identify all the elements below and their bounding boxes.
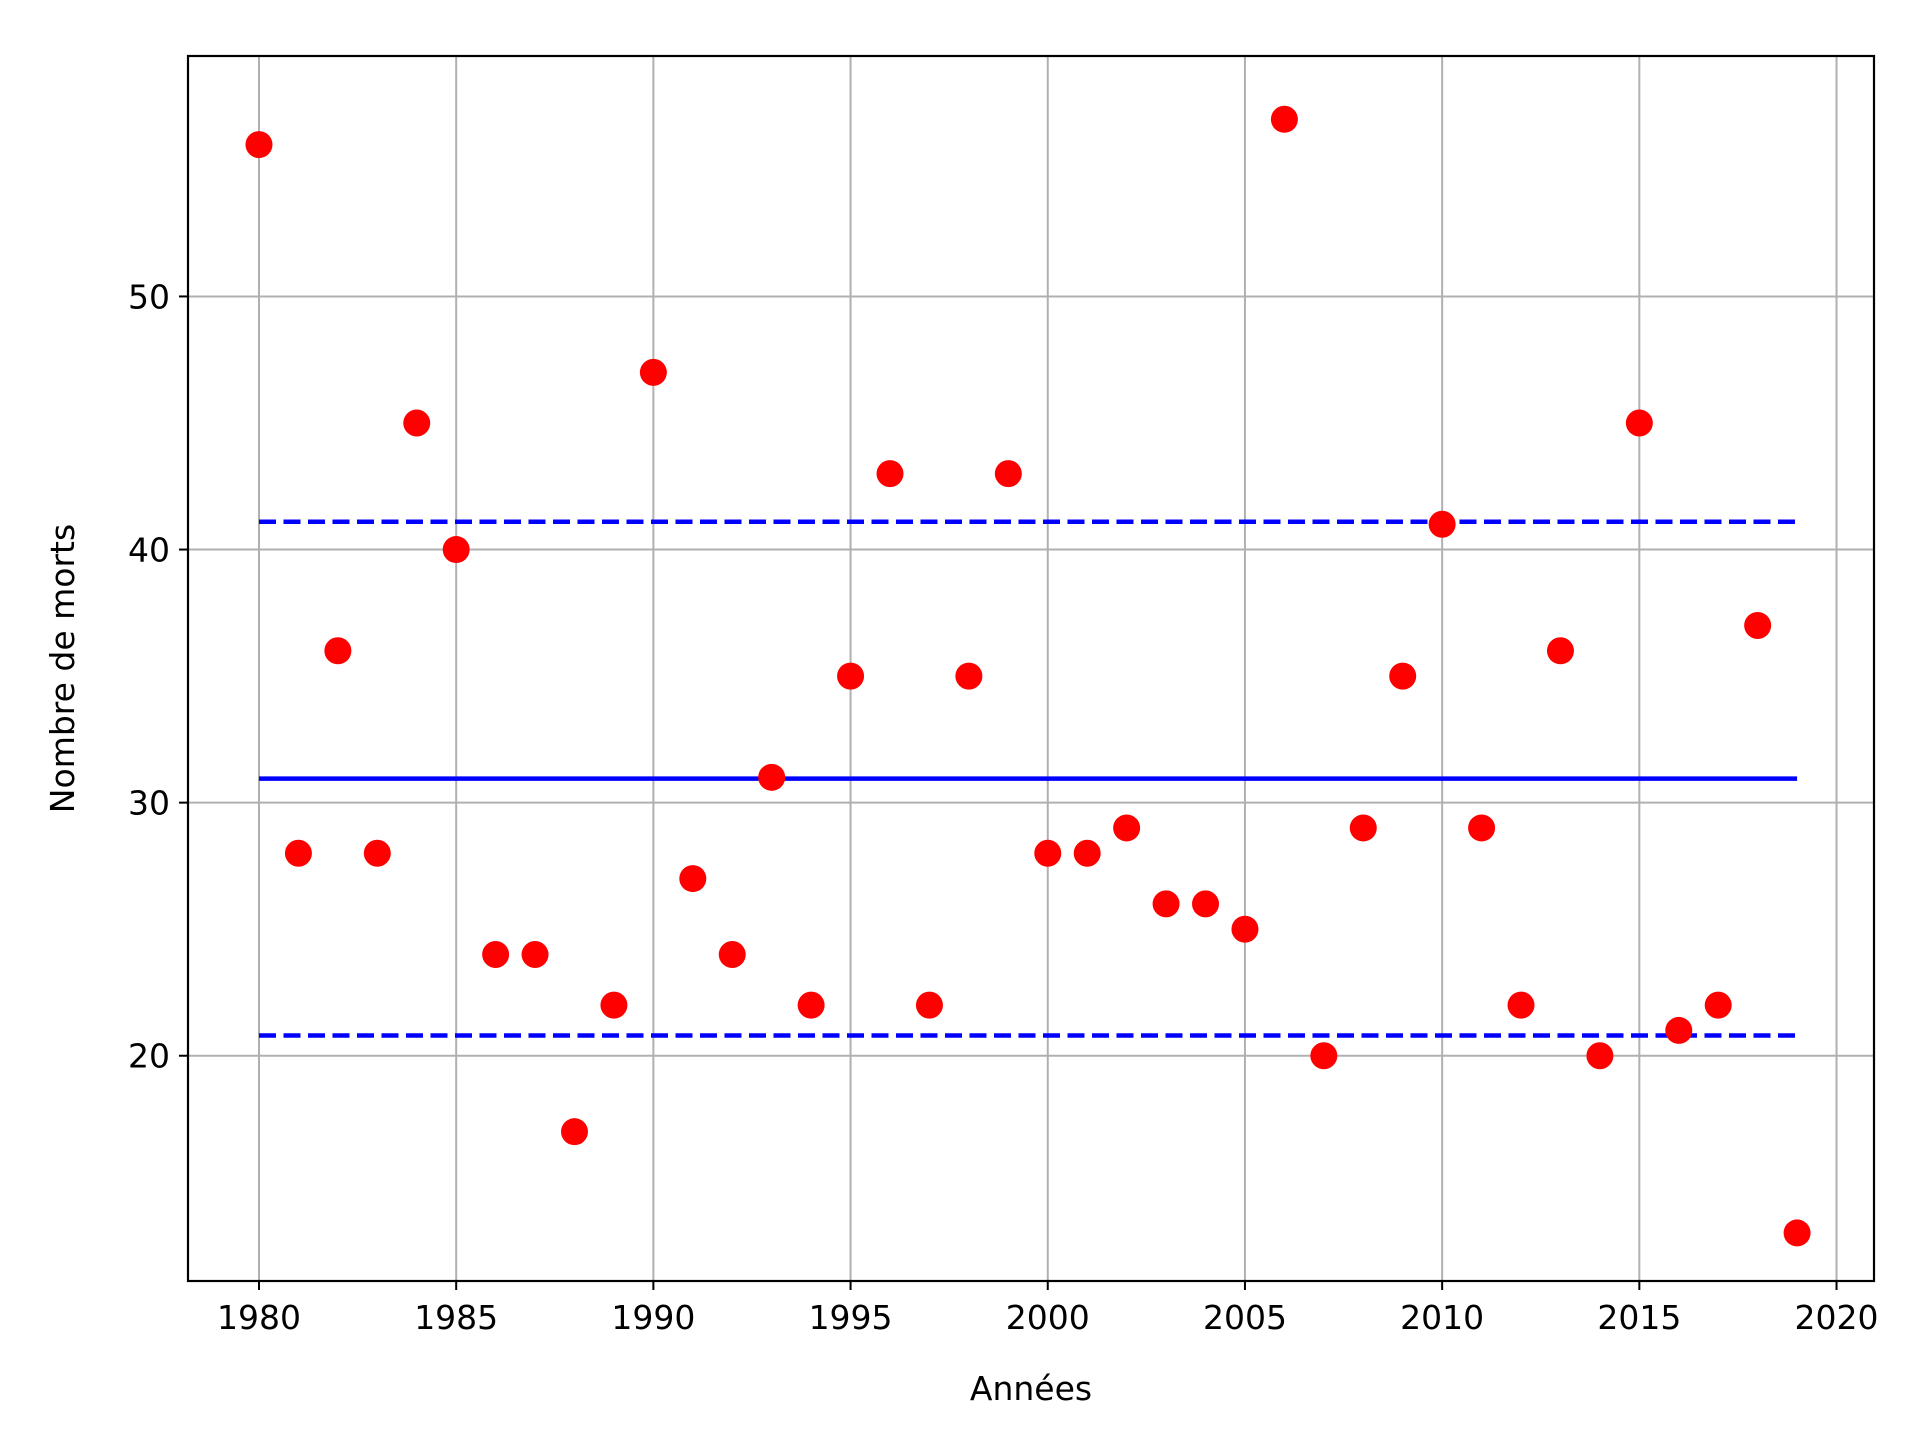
data-point — [245, 131, 273, 159]
data-point — [363, 839, 391, 867]
data-point — [639, 358, 667, 386]
data-point — [560, 1118, 588, 1146]
x-axis-label: Années — [970, 1369, 1092, 1408]
x-tick-label: 2015 — [1597, 1298, 1681, 1337]
y-tick-label: 30 — [128, 784, 170, 823]
x-tick-label: 2000 — [1006, 1298, 1090, 1337]
data-point — [1073, 839, 1101, 867]
data-point — [324, 637, 352, 665]
data-point — [1507, 991, 1535, 1019]
data-point — [1546, 637, 1574, 665]
y-tick-label: 20 — [128, 1037, 170, 1076]
data-point — [1231, 915, 1259, 943]
data-point — [1310, 1042, 1338, 1070]
data-point — [1034, 839, 1062, 867]
x-tick-label: 1990 — [611, 1298, 695, 1337]
data-point — [797, 991, 825, 1019]
data-point — [1783, 1219, 1811, 1247]
data-point — [284, 839, 312, 867]
data-point — [758, 763, 786, 791]
data-point — [1349, 814, 1377, 842]
data-point — [1586, 1042, 1614, 1070]
x-tick-label: 1985 — [414, 1298, 498, 1337]
reference-lines — [258, 519, 1798, 1038]
data-point — [1468, 814, 1496, 842]
y-axis-label: Nombre de morts — [43, 524, 82, 813]
data-point — [1152, 890, 1180, 918]
data-point — [915, 991, 943, 1019]
data-point — [679, 865, 707, 893]
x-tick-label: 2020 — [1795, 1298, 1879, 1337]
data-point — [1428, 510, 1456, 538]
data-point — [1270, 105, 1298, 133]
y-tick-label: 40 — [128, 531, 170, 570]
x-tick-label: 1995 — [809, 1298, 893, 1337]
data-points — [245, 105, 1811, 1247]
x-tick-label: 1980 — [217, 1298, 301, 1337]
data-point — [1744, 611, 1772, 639]
x-tick-label: 2005 — [1203, 1298, 1287, 1337]
x-tick-label: 2010 — [1400, 1298, 1484, 1337]
data-point — [1704, 991, 1732, 1019]
data-point — [1665, 1016, 1693, 1044]
data-point — [1625, 409, 1653, 437]
data-point — [994, 460, 1022, 488]
y-tick-label: 50 — [128, 277, 170, 316]
data-point — [876, 460, 904, 488]
data-point — [718, 941, 746, 969]
data-point — [1389, 662, 1417, 690]
data-point — [482, 941, 510, 969]
axis-ticks: 1980 1985 1990 1995 2000 2005 2010 2015 20202030… — [128, 277, 1879, 1337]
data-point — [1113, 814, 1141, 842]
data-point — [403, 409, 431, 437]
data-point — [600, 991, 628, 1019]
data-point — [442, 536, 470, 564]
data-point — [521, 941, 549, 969]
data-point — [837, 662, 865, 690]
data-point — [955, 662, 983, 690]
plot-frame — [186, 54, 1876, 1283]
data-point — [1192, 890, 1220, 918]
